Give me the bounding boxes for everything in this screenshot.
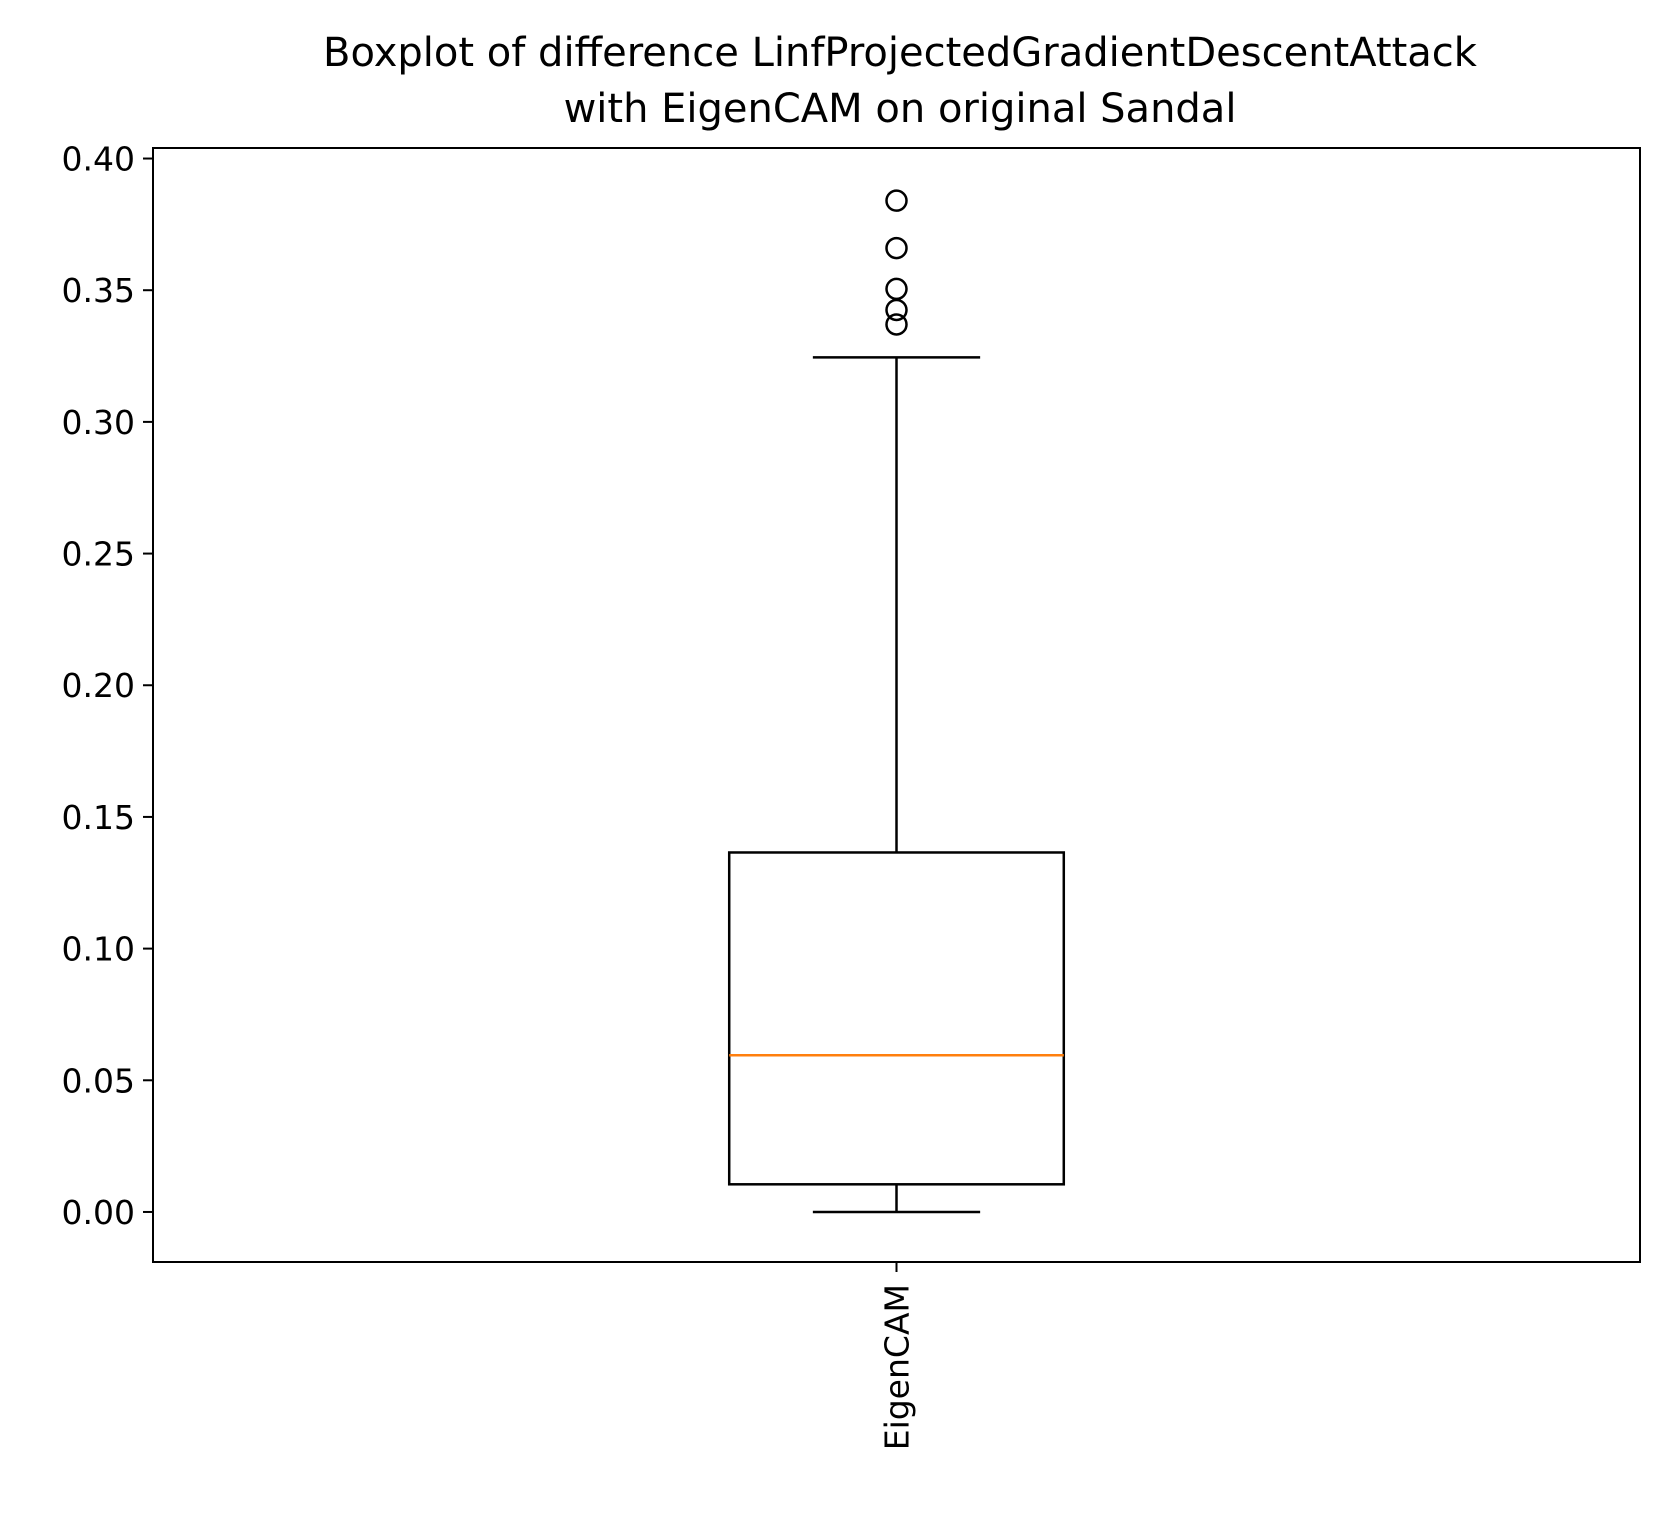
chart-title-line-2: with EigenCAM on original Sandal	[564, 86, 1237, 132]
chart-title-line-1: Boxplot of difference LinfProjectedGradi…	[323, 30, 1478, 76]
plot-area: 0.00 0.05 0.10 0.15 0.20 0.25 0.30 0.35 0.40 Eige…	[62, 140, 1641, 1450]
outlier-point	[885, 298, 908, 322]
x-tick-label: EigenCAM	[878, 1284, 917, 1450]
outlier-point	[885, 189, 908, 212]
outlier-point	[885, 277, 908, 301]
y-tick-label: 0.35	[62, 271, 135, 310]
y-tick-label: 0.05	[62, 1061, 135, 1100]
y-tick-label: 0.30	[62, 403, 135, 442]
y-tick-label: 0.40	[62, 140, 135, 179]
iqr-box	[727, 851, 1066, 1186]
y-tick-label: 0.00	[62, 1193, 135, 1232]
outlier-point	[885, 236, 908, 260]
y-tick-label: 0.15	[62, 798, 135, 837]
outlier-point	[885, 313, 908, 336]
y-tick-label: 0.20	[62, 666, 135, 705]
y-tick-label: 0.25	[62, 535, 135, 574]
y-tick-label: 0.10	[62, 930, 135, 969]
